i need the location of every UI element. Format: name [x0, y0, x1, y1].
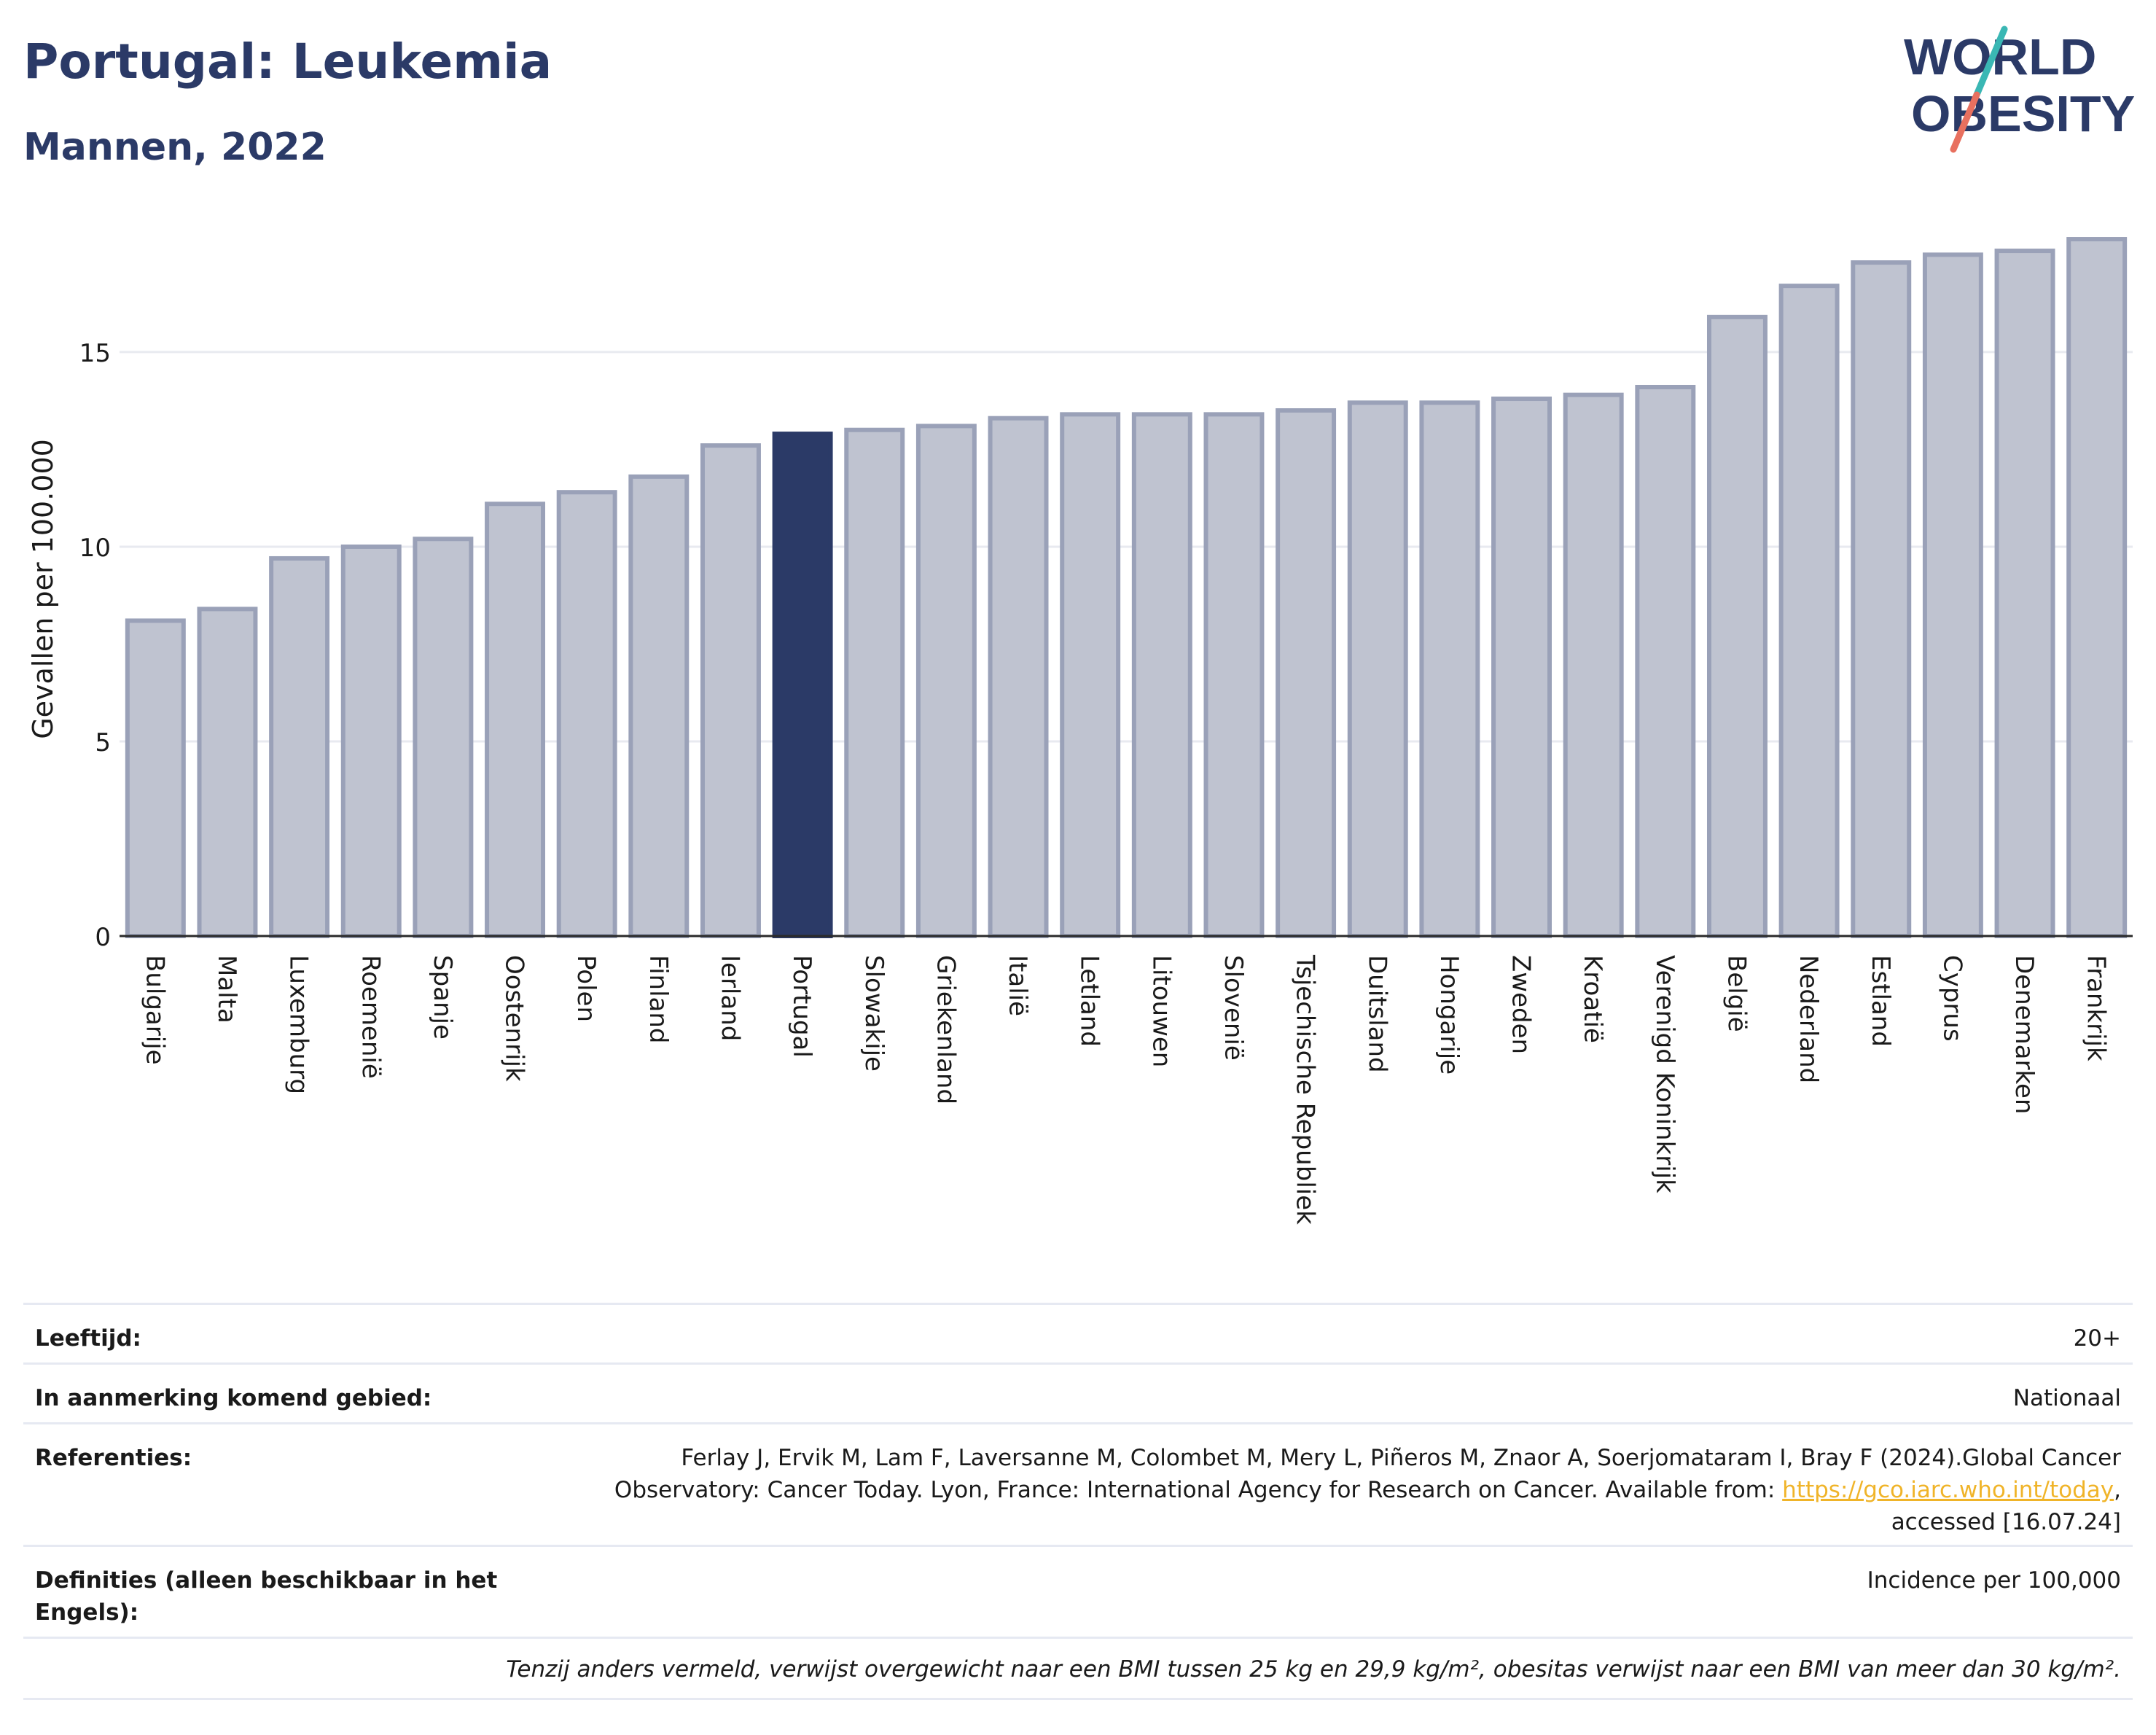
x-tick-label: Roemenië: [356, 955, 385, 1079]
bar-spanje: [413, 537, 474, 938]
bar-cyprus: [1922, 252, 1983, 938]
world-obesity-logo: WORLD OBESITY: [1904, 26, 2135, 153]
x-tick-label: Finland: [644, 955, 673, 1044]
y-tick-label: 15: [79, 339, 111, 368]
definitions-label: Definities (alleen beschikbaar in het En…: [35, 1567, 498, 1626]
area-label: In aanmerking komend gebied:: [35, 1385, 432, 1411]
bar-letland: [1060, 412, 1121, 938]
bar-slovenië: [1203, 412, 1265, 938]
x-tick-label: Spanje: [428, 955, 457, 1040]
bar-portugal: [772, 432, 833, 938]
bar-polen: [556, 490, 617, 938]
x-tick-label: Zweden: [1507, 955, 1536, 1054]
bar-malta: [197, 607, 258, 938]
x-tick-label: Frankrijk: [2082, 955, 2111, 1061]
logo-text-obesity: OBESITY: [1911, 85, 2135, 142]
references-accessed: , accessed [16.07.24]: [1891, 1477, 2121, 1535]
x-tick-label: Estland: [1866, 955, 1895, 1047]
bar-nederland: [1778, 284, 1840, 939]
x-tick-label: Griekenland: [931, 955, 960, 1104]
x-tick-label: Cyprus: [1937, 955, 1966, 1042]
chart-subtitle: Mannen, 2022: [23, 125, 327, 169]
axes: 0 5 10 15 Bulgarije Malta Luxemburg Roemenië Spa…: [79, 339, 2133, 1225]
chart-title: Portugal: Leukemia: [23, 34, 552, 90]
logo-slash-teal: [1973, 26, 2008, 98]
x-tick-label: Luxemburg: [284, 955, 313, 1094]
age-value: 20+: [2073, 1325, 2121, 1352]
x-tick-label: Slowakije: [859, 955, 888, 1072]
x-tick-label: Litouwen: [1147, 955, 1176, 1067]
x-tick-label: België: [1722, 955, 1751, 1032]
bar-italië: [988, 416, 1049, 938]
x-tick-label: Slovenië: [1219, 955, 1248, 1061]
bar-bulgarije: [125, 618, 186, 938]
y-tick-label: 0: [95, 923, 111, 952]
y-axis-label: Gevallen per 100.000: [27, 439, 59, 739]
x-tick-label: Ierland: [715, 955, 744, 1041]
row-area: In aanmerking komend gebied: Nationaal: [23, 1365, 2133, 1424]
x-tick-label: Bulgarije: [140, 955, 169, 1065]
x-tick-label: Malta: [212, 955, 241, 1024]
bar-slowakije: [844, 427, 905, 938]
bar-kroatië: [1563, 392, 1624, 938]
bar-chart: 0 5 10 15 Bulgarije Malta Luxemburg Roemenië Spa…: [27, 237, 2133, 1225]
row-age: Leeftijd: 20+: [23, 1305, 2133, 1365]
definitions-value: Incidence per 100,000: [1867, 1567, 2121, 1594]
y-tick-label: 5: [95, 728, 111, 757]
bar-roemenië: [340, 544, 402, 938]
x-tick-label: Duitsland: [1362, 955, 1391, 1073]
bar-frankrijk: [2066, 237, 2128, 939]
x-tick-label: Hongarije: [1434, 955, 1464, 1075]
references-text: Ferlay J, Ervik M, Lam F, Laversanne M, …: [614, 1445, 2121, 1503]
bar-belgië: [1706, 314, 1768, 938]
bar-tsjechische-republiek: [1276, 408, 1337, 938]
bar-zweden: [1491, 397, 1552, 938]
x-tick-label: Verenigd Koninkrijk: [1650, 955, 1679, 1193]
x-tick-label: Letland: [1075, 955, 1104, 1047]
references-label: Referenties:: [35, 1445, 192, 1471]
bar-oostenrijk: [485, 502, 546, 938]
bar-ierland: [700, 443, 761, 938]
x-tick-label: Italië: [1003, 955, 1032, 1016]
footnote: Tenzij anders vermeld, verwijst overgewi…: [506, 1656, 2121, 1683]
y-tick-label: 10: [79, 534, 111, 563]
bar-verenigd-koninkrijk: [1635, 384, 1696, 938]
bars: [125, 237, 2128, 939]
info-table: Leeftijd: 20+ In aanmerking komend gebie…: [23, 1303, 2133, 1702]
bar-luxemburg: [269, 555, 330, 938]
bar-griekenland: [915, 424, 977, 938]
x-tick-label: Polen: [571, 955, 601, 1022]
bar-litouwen: [1131, 412, 1192, 938]
x-tick-label: Nederland: [1794, 955, 1823, 1083]
row-definitions: Definities (alleen beschikbaar in het En…: [23, 1547, 2133, 1639]
bar-denemarken: [1994, 249, 2055, 938]
x-tick-label: Portugal: [787, 955, 816, 1058]
x-tick-label: Oostenrijk: [500, 955, 529, 1082]
bar-duitsland: [1347, 400, 1408, 938]
logo-slash-coral: [1950, 91, 1980, 153]
bar-estland: [1851, 260, 1912, 938]
references-value: Ferlay J, Ervik M, Lam F, Laversanne M, …: [554, 1442, 2121, 1538]
x-tick-label: Denemarken: [2009, 955, 2039, 1114]
row-references: Referenties: Ferlay J, Ervik M, Lam F, L…: [23, 1424, 2133, 1547]
area-value: Nationaal: [2012, 1385, 2121, 1411]
row-footnote: Tenzij anders vermeld, verwijst overgewi…: [23, 1639, 2133, 1700]
references-link[interactable]: https://gco.iarc.who.int/today: [1782, 1477, 2114, 1503]
age-label: Leeftijd:: [35, 1325, 141, 1352]
bar-hongarije: [1419, 400, 1480, 938]
x-tick-label: Kroatië: [1578, 955, 1607, 1043]
x-tick-label: Tsjechische Republiek: [1291, 954, 1320, 1225]
bar-finland: [628, 474, 690, 938]
